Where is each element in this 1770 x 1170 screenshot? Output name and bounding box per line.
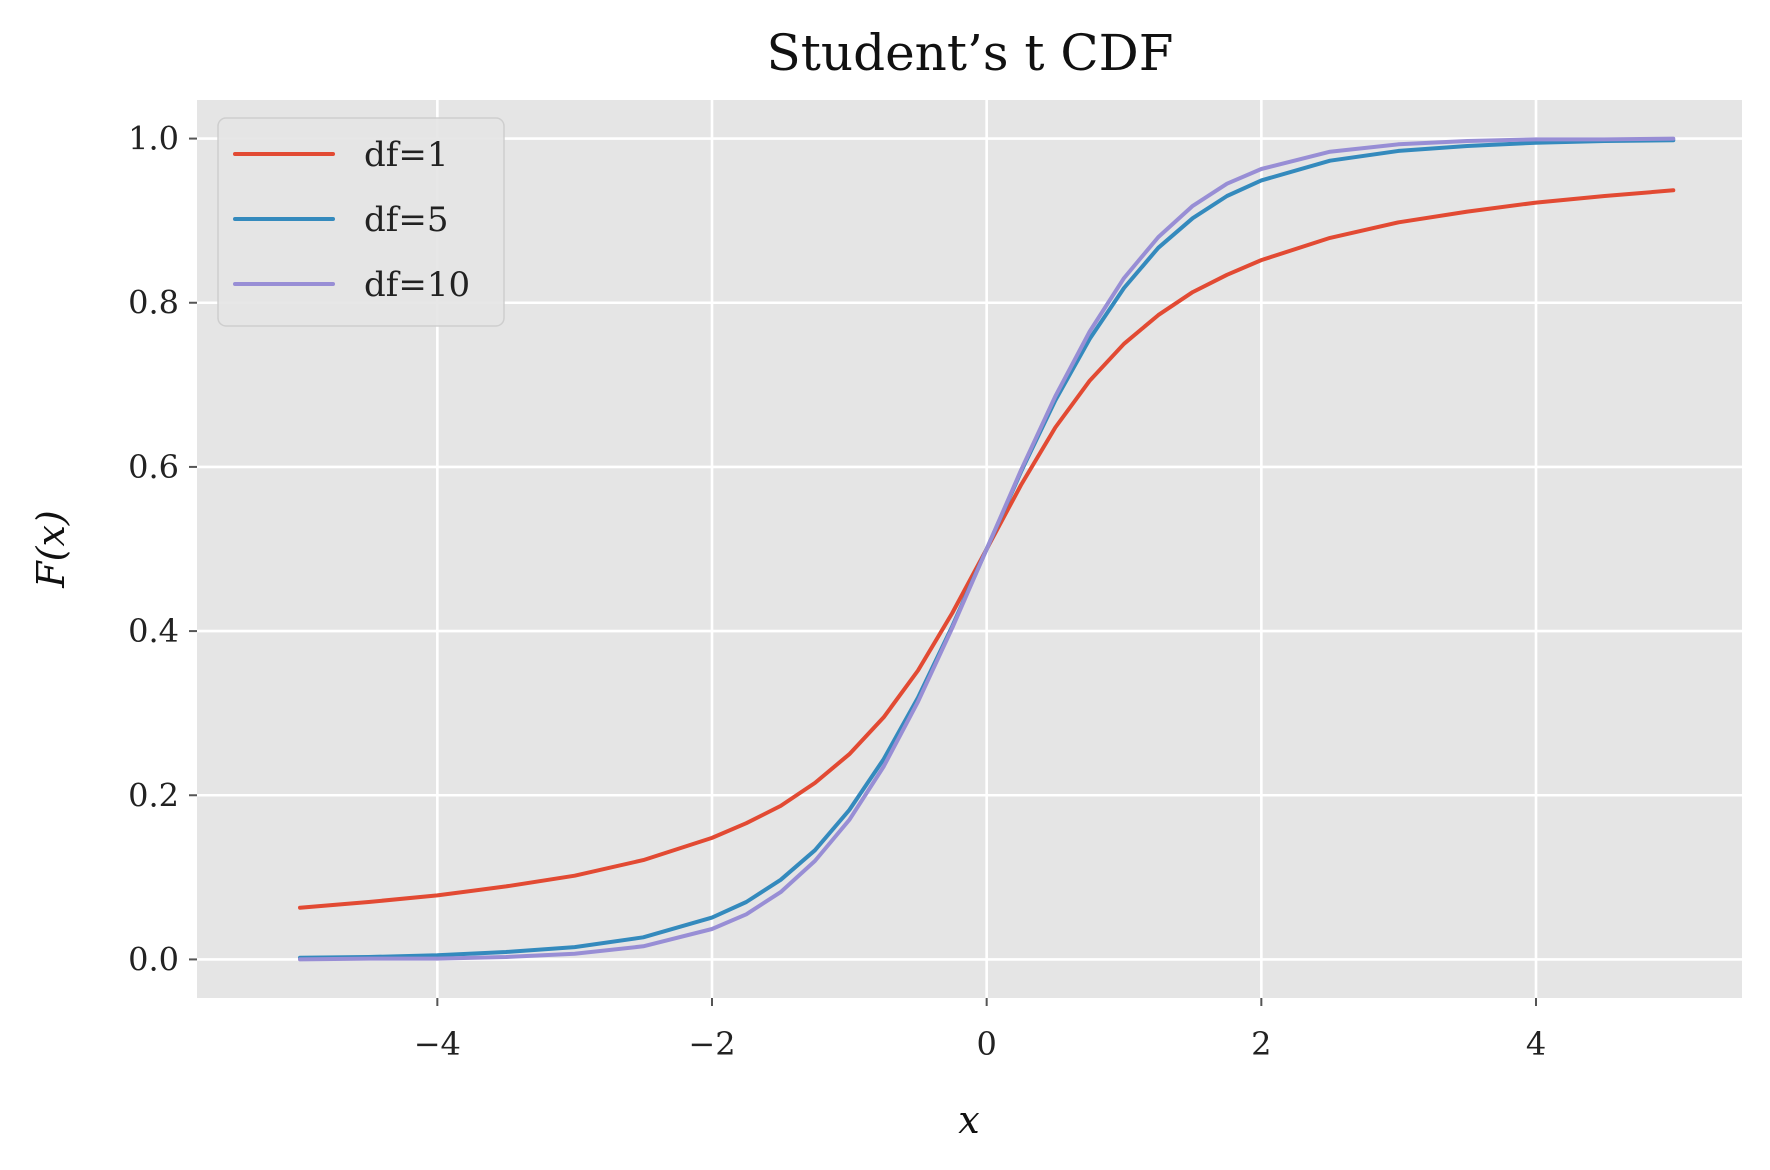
legend-label: df=5 bbox=[364, 200, 448, 240]
y-tick-label: 1.0 bbox=[128, 120, 179, 158]
x-tick-label: 4 bbox=[1526, 1025, 1546, 1063]
legend: df=1 df=5 df=10 bbox=[217, 117, 505, 327]
x-tick-label: 0 bbox=[976, 1025, 996, 1063]
legend-box bbox=[217, 117, 505, 327]
chart-title: Student’s t CDF bbox=[767, 24, 1174, 82]
x-tick-label: 2 bbox=[1251, 1025, 1271, 1063]
x-axis-label: x bbox=[958, 1098, 979, 1142]
y-tick-label: 0.6 bbox=[128, 448, 179, 486]
y-tick-label: 0.2 bbox=[128, 776, 179, 814]
y-tick-label: 0.8 bbox=[128, 284, 179, 322]
y-tick-label: 0.0 bbox=[128, 940, 179, 978]
y-axis-label: F(x) bbox=[29, 510, 73, 588]
y-axis-ticks: 0.0 0.2 0.4 0.6 0.8 1.0 bbox=[128, 120, 197, 978]
x-tick-label: −2 bbox=[688, 1025, 735, 1063]
series-layer bbox=[298, 136, 1676, 962]
legend-label: df=1 bbox=[364, 135, 448, 175]
y-tick-label: 0.4 bbox=[128, 612, 179, 650]
series-line-df-10 bbox=[298, 136, 1676, 962]
x-tick-label: −4 bbox=[414, 1025, 461, 1063]
x-axis-ticks: −4 −2 0 2 4 bbox=[414, 998, 1546, 1063]
legend-label: df=10 bbox=[364, 265, 470, 305]
